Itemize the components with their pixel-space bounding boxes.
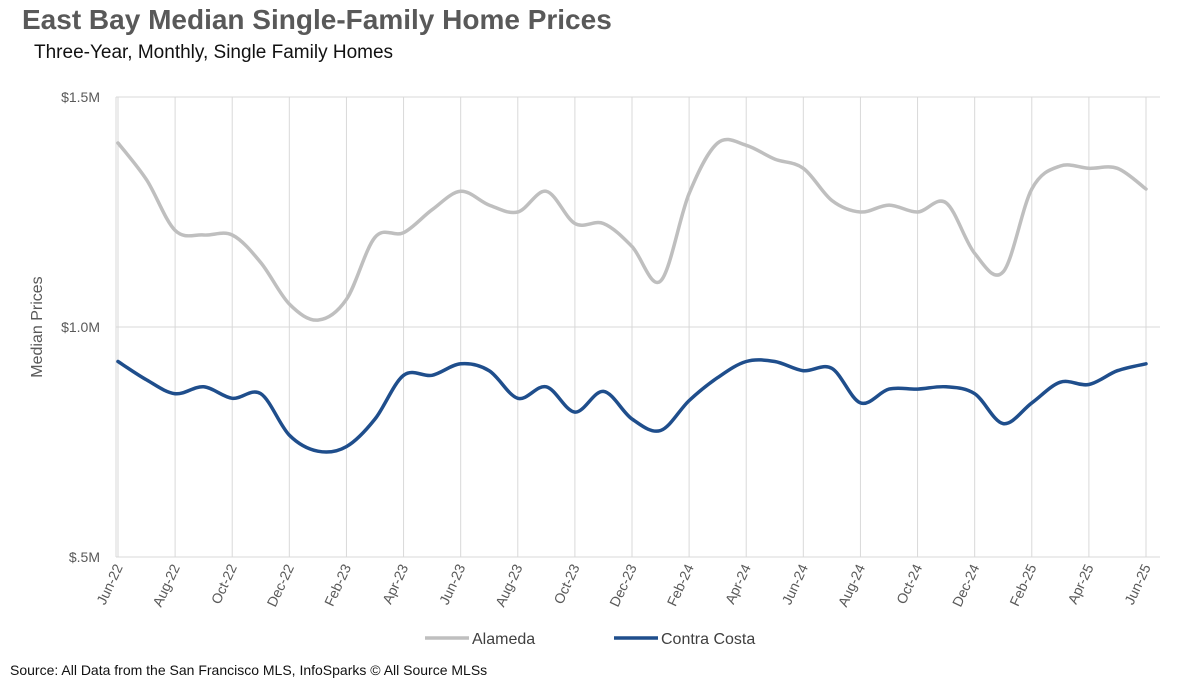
x-tick-label: Aug-23: [492, 561, 526, 609]
x-tick-label: Apr-23: [379, 561, 411, 606]
x-tick-label: Oct-22: [208, 561, 240, 606]
x-tick-label: Feb-24: [664, 561, 697, 608]
series-line-contra-costa: [116, 358, 1148, 454]
y-tick-label: $1.0M: [61, 319, 100, 335]
x-axis-ticks: Jun-22 Aug-22 Oct-22 Dec-22 Feb-23 Apr-23 Jun-…: [93, 561, 1154, 609]
legend-label-contra-costa: Contra Costa: [661, 631, 755, 648]
y-tick-label: $.5M: [69, 549, 100, 565]
line-chart: $1.5M $1.0M $.5M Jun-22 Aug-22 Oct-22 Dec-22 F…: [29, 89, 1160, 648]
x-tick-label: Feb-23: [321, 561, 354, 608]
x-tick-label: Apr-25: [1064, 561, 1096, 606]
x-tick-label: Dec-24: [949, 561, 983, 609]
x-tick-label: Apr-24: [722, 561, 754, 606]
x-tick-label: Jun-22: [93, 561, 126, 607]
x-tick-label: Dec-22: [263, 561, 297, 609]
series-lines: [116, 137, 1148, 454]
legend: Alameda Contra Costa: [425, 631, 755, 648]
x-tick-label: Feb-25: [1006, 561, 1039, 608]
legend-label-alameda: Alameda: [472, 631, 535, 648]
x-tick-label: Aug-22: [149, 561, 183, 609]
x-tick-label: Dec-23: [606, 561, 640, 609]
x-tick-label: Jun-24: [778, 561, 811, 607]
y-axis-ticks: $1.5M $1.0M $.5M: [61, 89, 100, 565]
series-line-alameda: [116, 137, 1148, 322]
y-tick-label: $1.5M: [61, 89, 100, 105]
x-tick-label: Oct-23: [550, 561, 582, 606]
x-tick-label: Jun-25: [1121, 561, 1154, 607]
chart-subtitle: Three-Year, Monthly, Single Family Homes: [34, 42, 394, 63]
x-tick-label: Oct-24: [893, 561, 925, 606]
y-axis-label: Median Prices: [29, 276, 46, 377]
chart-title: East Bay Median Single-Family Home Price…: [22, 4, 612, 35]
x-tick-label: Jun-23: [436, 561, 469, 607]
source-note: Source: All Data from the San Francisco …: [10, 662, 488, 678]
x-tick-label: Aug-24: [835, 561, 869, 609]
gridlines: [115, 96, 1160, 558]
